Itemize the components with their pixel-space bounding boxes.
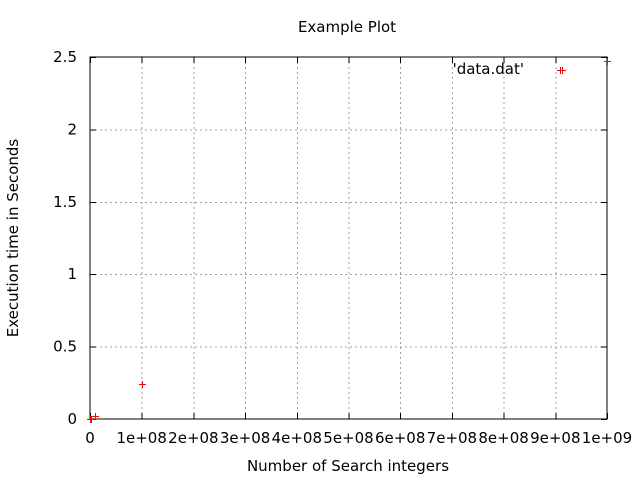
chart-title: Example Plot [298,18,396,36]
x-tick-label: 8e+08 [478,429,528,447]
x-tick-label: 1e+09 [582,429,632,447]
x-tick-label: 6e+08 [375,429,425,447]
data-point [88,416,95,423]
legend-label-data-dat: 'data.dat' [453,60,524,78]
y-axis-title: Execution time in Seconds [4,139,22,338]
data-point [559,67,566,74]
y-tick-label: 0.5 [53,338,77,356]
x-tick-label: 1e+08 [116,429,166,447]
y-tick-label: 1 [67,265,77,283]
x-tick-label: 0 [85,429,95,447]
x-tick-label: 5e+08 [323,429,373,447]
y-tick-label: 0 [67,410,77,428]
data-point [604,58,611,65]
tick-label-layer: 0 1e+08 2e+08 3e+08 4e+08 5e+08 6e+08 7e+08 8e+0… [53,48,632,447]
x-axis-title: Number of Search integers [247,457,449,475]
x-tick-label: 3e+08 [220,429,270,447]
x-tick-label: 7e+08 [427,429,477,447]
x-tick-label: 9e+08 [530,429,580,447]
legend: 'data.dat' [453,60,564,78]
data-point [92,413,99,420]
x-tick-label: 4e+08 [272,429,322,447]
y-tick-label: 2.5 [53,48,77,66]
y-tick-label: 1.5 [53,193,77,211]
x-tick-label: 2e+08 [168,429,218,447]
plot-frame [89,56,608,420]
grid-layer [90,57,607,419]
data-points [87,58,611,423]
data-point [139,381,146,388]
y-tick-label: 2 [67,120,77,138]
